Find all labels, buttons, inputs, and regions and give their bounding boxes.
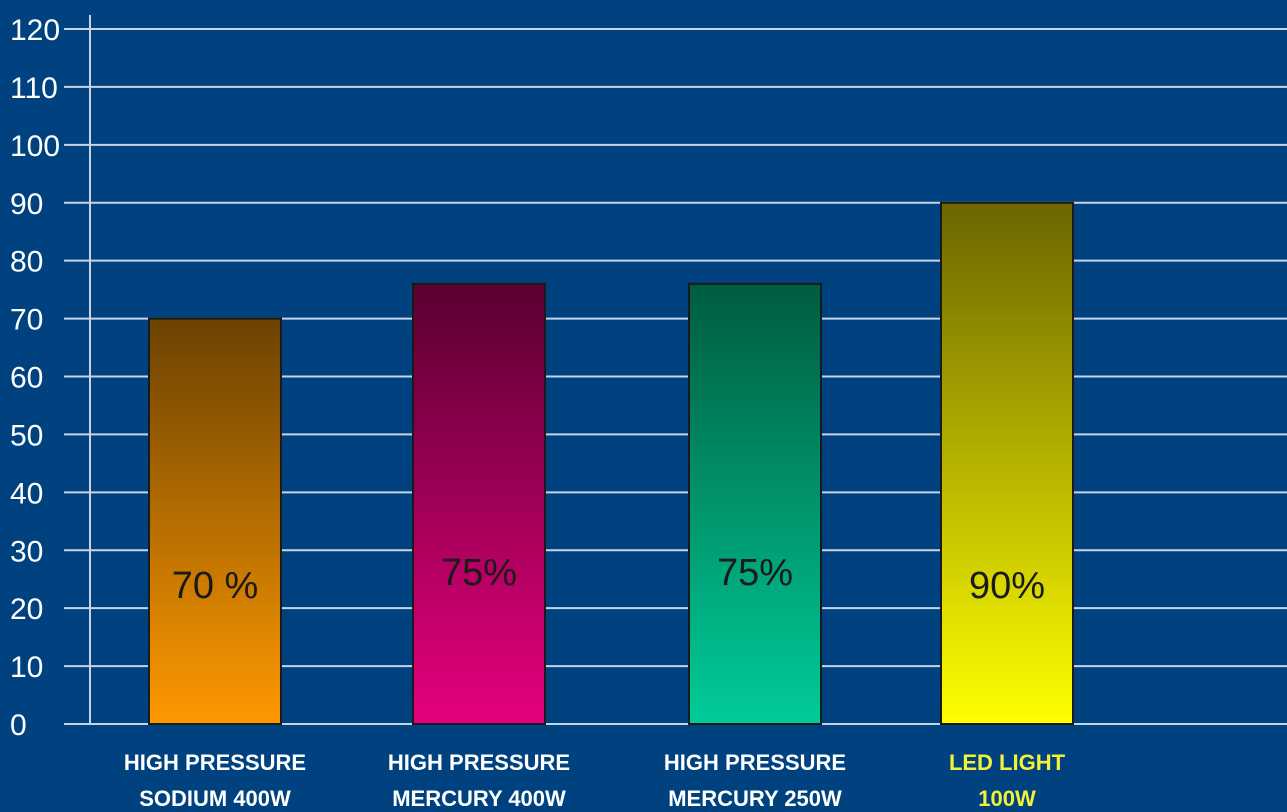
x-tick-label: MERCURY 400W xyxy=(392,786,566,811)
y-tick-label: 20 xyxy=(10,593,43,626)
y-tick-label: 60 xyxy=(10,362,43,395)
y-tick-label: 80 xyxy=(10,246,43,279)
x-tick-label: MERCURY 250W xyxy=(668,786,842,811)
y-tick-label: 90 xyxy=(10,188,43,221)
y-tick-label: 120 xyxy=(10,14,60,47)
labels: 70 % HIGH PRESSURE SODIUM 400W 75% HIGH PRES… xyxy=(124,552,1066,811)
y-tick-label: 10 xyxy=(10,651,43,684)
data-label: 70 % xyxy=(172,565,259,607)
y-tick-label: 40 xyxy=(10,477,43,510)
y-axis: 0 10 20 30 40 50 60 70 80 90 100 110 120 xyxy=(10,14,91,742)
y-tick-label: 100 xyxy=(10,130,60,163)
bar xyxy=(940,201,1074,725)
x-tick-label: LED LIGHT xyxy=(949,750,1066,775)
y-tick-label: 50 xyxy=(10,419,43,452)
y-tick-label: 30 xyxy=(10,535,43,568)
data-label: 90% xyxy=(969,565,1045,607)
x-tick-label: 100W xyxy=(978,786,1036,811)
bar xyxy=(148,317,282,725)
x-tick-label: SODIUM 400W xyxy=(139,786,291,811)
bars xyxy=(148,201,1074,725)
bar xyxy=(688,282,822,725)
x-tick-label: HIGH PRESSURE xyxy=(388,750,570,775)
data-label: 75% xyxy=(717,552,793,594)
x-tick-label: HIGH PRESSURE xyxy=(664,750,846,775)
bar xyxy=(412,282,546,725)
y-tick-label: 0 xyxy=(10,709,27,742)
x-tick-label: HIGH PRESSURE xyxy=(124,750,306,775)
y-tick-label: 70 xyxy=(10,304,43,337)
y-tick-label: 110 xyxy=(10,72,58,105)
data-label: 75% xyxy=(441,552,517,594)
